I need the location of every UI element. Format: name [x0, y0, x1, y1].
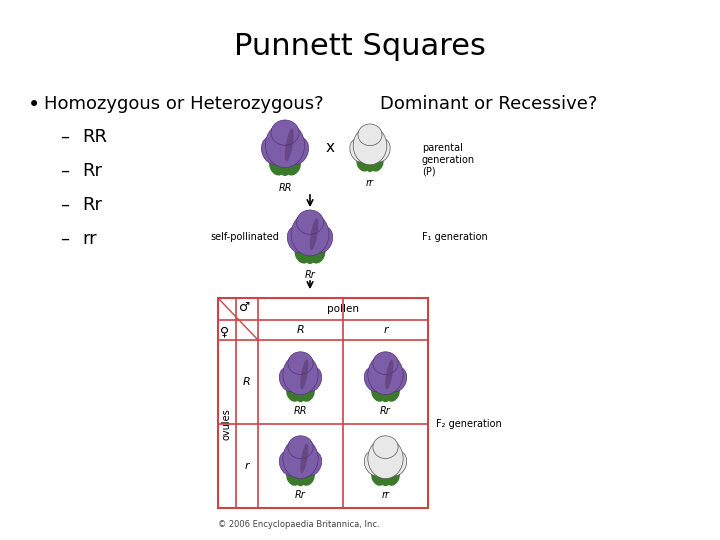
Ellipse shape: [312, 227, 333, 253]
Ellipse shape: [287, 137, 309, 165]
Ellipse shape: [371, 156, 384, 172]
Ellipse shape: [380, 471, 391, 486]
Ellipse shape: [387, 367, 407, 392]
Ellipse shape: [266, 123, 305, 167]
Text: Punnett Squares: Punnett Squares: [234, 32, 486, 61]
Ellipse shape: [373, 436, 398, 458]
Ellipse shape: [287, 227, 308, 253]
Text: rr: rr: [366, 178, 374, 188]
Ellipse shape: [286, 157, 301, 176]
Ellipse shape: [310, 218, 318, 250]
Text: R: R: [297, 325, 305, 335]
Text: ovules: ovules: [222, 408, 232, 440]
Ellipse shape: [294, 471, 306, 486]
Text: –: –: [60, 230, 69, 248]
Text: ♂: ♂: [239, 301, 251, 314]
Text: rr: rr: [382, 490, 390, 500]
Ellipse shape: [368, 438, 403, 478]
Ellipse shape: [386, 385, 400, 402]
Text: Rr: Rr: [380, 406, 391, 416]
Ellipse shape: [301, 385, 315, 402]
Ellipse shape: [380, 387, 391, 402]
Ellipse shape: [368, 354, 403, 395]
Text: RR: RR: [82, 128, 107, 146]
Text: Rr: Rr: [295, 490, 306, 500]
Ellipse shape: [356, 156, 369, 172]
Ellipse shape: [386, 469, 400, 486]
Ellipse shape: [261, 137, 284, 165]
Ellipse shape: [279, 367, 299, 392]
Ellipse shape: [302, 367, 322, 392]
Ellipse shape: [283, 354, 318, 395]
Text: Dominant or Recessive?: Dominant or Recessive?: [380, 95, 598, 113]
Text: –: –: [60, 128, 69, 146]
Ellipse shape: [271, 120, 299, 145]
Text: © 2006 Encyclopaedia Britannica, Inc.: © 2006 Encyclopaedia Britannica, Inc.: [218, 520, 379, 529]
Text: Rr: Rr: [82, 162, 102, 180]
Ellipse shape: [286, 385, 300, 402]
Text: •: •: [28, 95, 40, 115]
Ellipse shape: [284, 129, 294, 162]
Ellipse shape: [373, 352, 398, 374]
Ellipse shape: [385, 360, 393, 389]
Ellipse shape: [354, 126, 387, 165]
Text: RR: RR: [278, 183, 292, 193]
Text: r: r: [245, 461, 249, 471]
Ellipse shape: [279, 451, 299, 476]
Ellipse shape: [286, 469, 300, 486]
Ellipse shape: [371, 385, 384, 402]
Ellipse shape: [288, 436, 313, 458]
Ellipse shape: [279, 159, 292, 176]
Ellipse shape: [364, 158, 375, 172]
Text: x: x: [325, 140, 335, 156]
Ellipse shape: [300, 360, 308, 389]
Text: self-pollinated: self-pollinated: [210, 232, 279, 242]
Ellipse shape: [311, 246, 325, 264]
Ellipse shape: [297, 210, 323, 234]
Ellipse shape: [294, 387, 306, 402]
Ellipse shape: [301, 469, 315, 486]
Ellipse shape: [291, 213, 329, 256]
Ellipse shape: [283, 438, 318, 478]
Text: ♀: ♀: [220, 325, 229, 338]
Ellipse shape: [269, 157, 284, 176]
Ellipse shape: [288, 352, 313, 374]
Text: RR: RR: [294, 406, 307, 416]
Bar: [218, 298, 428, 508]
Ellipse shape: [304, 248, 316, 264]
Ellipse shape: [358, 124, 382, 146]
Text: Rr: Rr: [305, 270, 315, 280]
Text: pollen: pollen: [327, 304, 359, 314]
Text: parental
generation
(P): parental generation (P): [422, 143, 475, 176]
Ellipse shape: [294, 246, 309, 264]
Ellipse shape: [364, 451, 384, 476]
Text: R: R: [243, 377, 251, 387]
Text: rr: rr: [82, 230, 96, 248]
Text: –: –: [60, 196, 69, 214]
Ellipse shape: [300, 443, 308, 474]
Ellipse shape: [350, 139, 369, 162]
Ellipse shape: [364, 367, 384, 392]
Text: Homozygous or Heterozygous?: Homozygous or Heterozygous?: [44, 95, 323, 113]
Ellipse shape: [387, 451, 407, 476]
Text: r: r: [383, 325, 388, 335]
Ellipse shape: [371, 469, 384, 486]
Text: Rr: Rr: [82, 196, 102, 214]
Ellipse shape: [302, 451, 322, 476]
Text: –: –: [60, 162, 69, 180]
Ellipse shape: [372, 139, 390, 162]
Text: F₁ generation: F₁ generation: [422, 232, 487, 242]
Text: F₂ generation: F₂ generation: [436, 419, 502, 429]
